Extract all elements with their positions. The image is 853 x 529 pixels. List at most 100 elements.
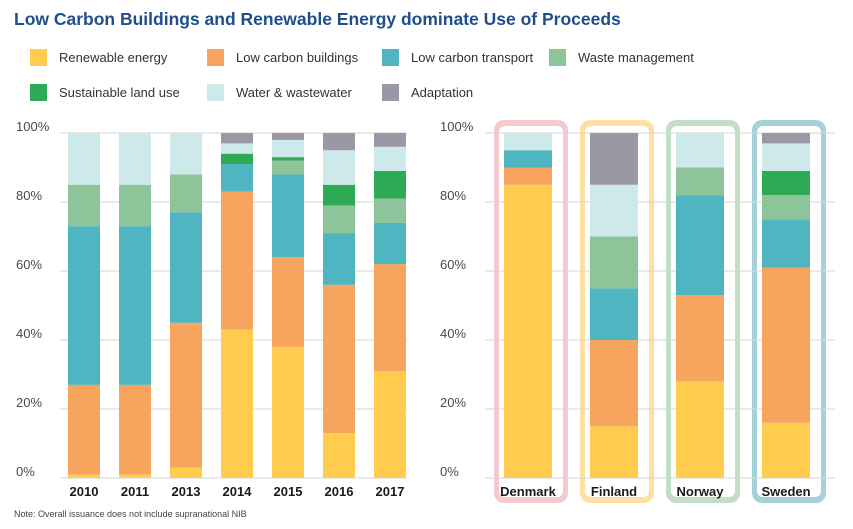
bar-denmark-low-carbon-buildings [504, 167, 552, 185]
category-label-2016: 2016 [325, 484, 354, 499]
legend-label: Waste management [578, 49, 694, 65]
category-label-2014: 2014 [223, 484, 253, 499]
legend-swatch [207, 48, 224, 66]
bar-denmark-water-wastewater [504, 133, 552, 151]
legend-label: Low carbon transport [411, 49, 534, 65]
bar-finland-adaptation [590, 133, 638, 185]
legend-item-water-wastewater: Water & wastewater [207, 83, 352, 101]
legend-label: Sustainable land use [59, 84, 180, 100]
bar-2010-low-carbon-buildings [68, 384, 100, 475]
legend-label: Adaptation [411, 84, 474, 100]
legend: Renewable energy Low carbon buildings Low … [0, 0, 853, 110]
bar-2011-water-wastewater [119, 133, 151, 185]
category-label-2010: 2010 [70, 484, 99, 499]
category-label-denmark: Denmark [500, 484, 556, 499]
legend-swatch [30, 48, 47, 66]
bar-2015-water-wastewater [272, 139, 304, 158]
bar-2013-waste-management [170, 174, 202, 213]
y-tick-label: 20% [16, 395, 42, 410]
bar-norway-water-wastewater [676, 133, 724, 168]
y-tick-label: 80% [440, 188, 466, 203]
bar-2017-low-carbon-transport [374, 222, 406, 265]
bar-2017-waste-management [374, 198, 406, 223]
bar-finland-waste-management [590, 236, 638, 289]
bar-2013-water-wastewater [170, 133, 202, 175]
bar-2014-water-wastewater [221, 143, 253, 154]
bar-finland-low-carbon-transport [590, 288, 638, 340]
bar-finland-low-carbon-buildings [590, 340, 638, 427]
bar-2017-water-wastewater [374, 146, 406, 171]
y-tick-label: 0% [440, 464, 459, 479]
y-tick-label: 40% [16, 326, 42, 341]
bar-2010-low-carbon-transport [68, 226, 100, 385]
bar-2016-renewable-energy [323, 433, 355, 478]
bar-norway-low-carbon-transport [676, 195, 724, 296]
category-label-2017: 2017 [376, 484, 405, 499]
bar-2016-low-carbon-buildings [323, 284, 355, 434]
legend-swatch [30, 83, 47, 101]
bar-norway-renewable-energy [676, 381, 724, 478]
bar-finland-water-wastewater [590, 184, 638, 237]
category-label-sweden: Sweden [761, 484, 810, 499]
y-tick-label: 100% [440, 119, 474, 134]
category-label-2015: 2015 [274, 484, 303, 499]
bar-sweden-low-carbon-transport [762, 219, 810, 268]
legend-item-adaptation: Adaptation [382, 83, 473, 101]
bar-sweden-water-wastewater [762, 143, 810, 171]
bar-2010-waste-management [68, 184, 100, 227]
legend-label: Low carbon buildings [236, 49, 359, 65]
bar-2014-adaptation [221, 133, 253, 144]
y-tick-label: 100% [16, 119, 50, 134]
bar-2017-low-carbon-buildings [374, 264, 406, 372]
legend-item-waste-management: Waste management [549, 48, 694, 66]
bar-2010-water-wastewater [68, 133, 100, 185]
legend-swatch [549, 48, 566, 66]
bar-sweden-renewable-energy [762, 422, 810, 478]
bar-2015-waste-management [272, 160, 304, 175]
bar-2011-renewable-energy [119, 474, 151, 478]
bar-2011-waste-management [119, 184, 151, 227]
bar-2016-water-wastewater [323, 150, 355, 185]
bar-finland-renewable-energy [590, 426, 638, 478]
y-tick-label: 40% [440, 326, 466, 341]
footnote: Note: Overall issuance does not include … [14, 509, 247, 519]
bar-2011-low-carbon-transport [119, 226, 151, 385]
bar-2015-adaptation [272, 133, 304, 140]
bar-sweden-waste-management [762, 195, 810, 220]
bar-2013-renewable-energy [170, 467, 202, 478]
bar-denmark-low-carbon-transport [504, 150, 552, 168]
bar-2015-low-carbon-buildings [272, 257, 304, 347]
bar-sweden-sustainable-land-use [762, 170, 810, 196]
bar-2010-renewable-energy [68, 474, 100, 478]
y-tick-label: 0% [16, 464, 35, 479]
bar-2015-sustainable-land-use [272, 157, 304, 161]
bar-2013-low-carbon-transport [170, 212, 202, 323]
bar-2014-sustainable-land-use [221, 153, 253, 165]
category-label-finland: Finland [591, 484, 637, 499]
legend-item-low-carbon-transport: Low carbon transport [382, 48, 533, 66]
bar-2011-low-carbon-buildings [119, 384, 151, 475]
bar-2016-low-carbon-transport [323, 233, 355, 285]
bar-2016-adaptation [323, 133, 355, 151]
bar-2017-renewable-energy [374, 371, 406, 478]
bar-2014-low-carbon-buildings [221, 191, 253, 330]
bar-2015-low-carbon-transport [272, 174, 304, 258]
bar-2013-low-carbon-buildings [170, 322, 202, 468]
bar-norway-low-carbon-buildings [676, 295, 724, 382]
bar-2016-waste-management [323, 205, 355, 234]
category-label-norway: Norway [677, 484, 725, 499]
legend-swatch [207, 83, 224, 101]
charts-canvas: 0% 20% 40% 60% 80% 100% 2010 2011 2013 2014 2015 20… [16, 119, 835, 503]
bar-2016-sustainable-land-use [323, 184, 355, 206]
bar-2015-renewable-energy [272, 346, 304, 478]
bar-2014-renewable-energy [221, 329, 253, 478]
legend-label: Water & wastewater [236, 84, 352, 100]
bar-2014-low-carbon-transport [221, 164, 253, 192]
category-label-2013: 2013 [172, 484, 201, 499]
y-tick-label: 20% [440, 395, 466, 410]
category-label-2011: 2011 [121, 484, 149, 499]
legend-swatch [382, 48, 399, 66]
bar-2017-adaptation [374, 133, 406, 147]
bar-denmark-renewable-energy [504, 184, 552, 478]
y-tick-label: 80% [16, 188, 42, 203]
